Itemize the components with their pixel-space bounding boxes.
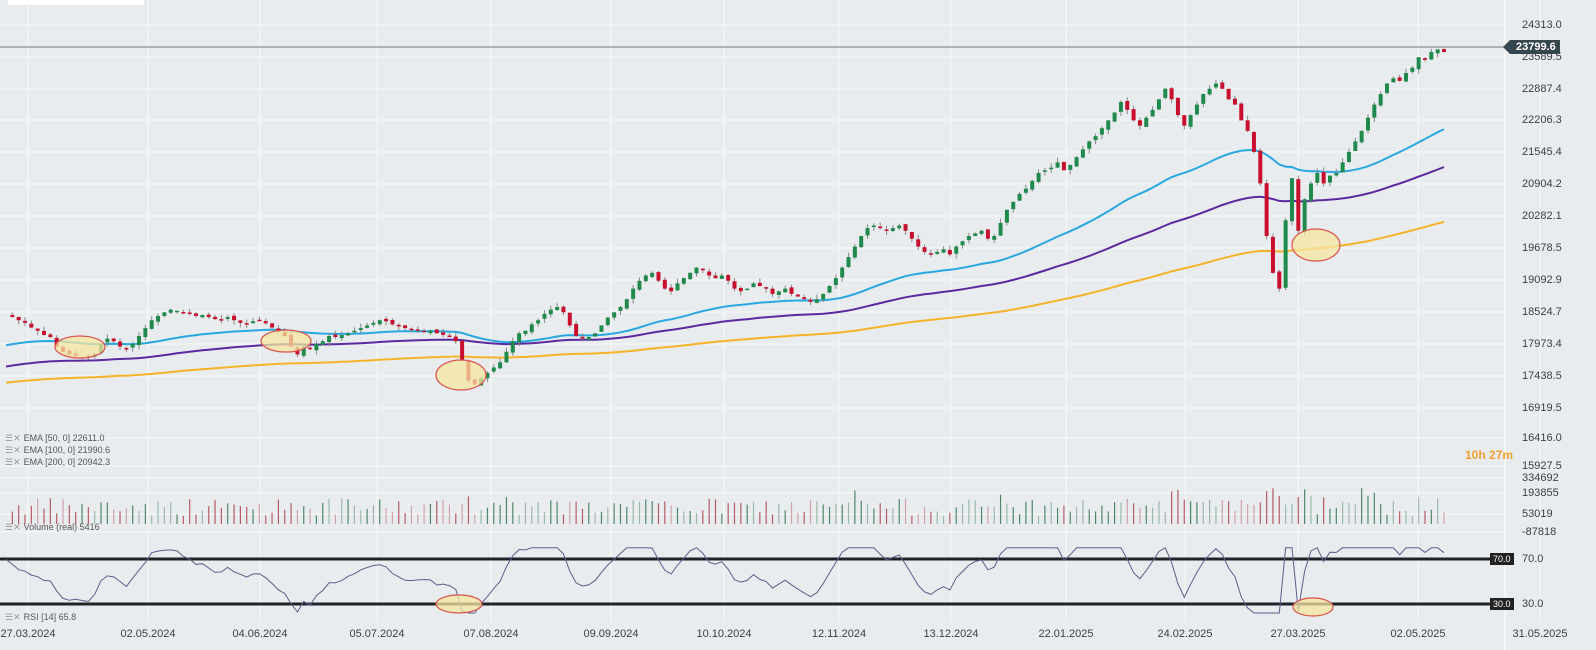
time-axis-label: 12.11.2024 — [811, 628, 867, 640]
settings-icon[interactable]: ☰✕ — [5, 433, 21, 443]
price-axis-label: 16416.0 — [1522, 432, 1562, 444]
highlight-ellipse — [435, 594, 483, 614]
ema200-line — [5, 220, 1445, 384]
highlight-ellipse — [54, 335, 106, 359]
ema100-legend[interactable]: ☰✕ EMA [100, 0] 21990.6 — [5, 445, 111, 455]
candle-countdown-timer: 10h 27m — [1465, 448, 1514, 462]
volume-axis-label: -87818 — [1522, 526, 1557, 538]
price-axis-label: 16919.5 — [1522, 402, 1562, 414]
last-price-tag: 23799.6 — [1503, 40, 1560, 54]
highlight-ellipse — [1292, 597, 1334, 617]
time-axis-label: 27.03.2024 — [0, 628, 56, 640]
price-axis-label: 18524.7 — [1522, 306, 1562, 318]
price-axis-label: 20282.1 — [1522, 210, 1562, 222]
price-axis-label: 17973.4 — [1522, 338, 1562, 350]
ema100-line — [5, 166, 1445, 368]
time-axis-label: 04.06.2024 — [232, 628, 288, 640]
volume-axis-label: 53019 — [1522, 508, 1553, 520]
time-axis-label: 10.10.2024 — [696, 628, 752, 640]
volume-axis-label: 193855 — [1522, 487, 1559, 499]
time-axis-label: 24.02.2025 — [1157, 628, 1213, 640]
time-axis-label: 05.07.2024 — [349, 628, 405, 640]
time-axis-label: 13.12.2024 — [923, 628, 979, 640]
ema200-legend[interactable]: ☰✕ EMA [200, 0] 20942.3 — [5, 457, 111, 467]
price-axis-label: 22887.4 — [1522, 83, 1562, 95]
time-axis-label: 02.05.2025 — [1390, 628, 1446, 640]
price-axis-label: 20904.2 — [1522, 178, 1562, 190]
settings-icon[interactable]: ☰✕ — [5, 457, 21, 467]
rsi-line — [5, 547, 1445, 614]
ema50-legend[interactable]: ☰✕ EMA [50, 0] 22611.0 — [5, 433, 105, 443]
price-axis-label: 19092.9 — [1522, 274, 1562, 286]
volume-legend[interactable]: ☰✕ Volume (real) 5416 — [5, 522, 100, 532]
rsi-30-tag: 30.0 — [1490, 598, 1514, 610]
ema50-line — [5, 128, 1445, 347]
time-axis-label: 31.05.2025 — [1512, 628, 1568, 640]
rsi-axis-30: 30.0 — [1522, 598, 1544, 610]
price-axis-label: 24313.0 — [1522, 19, 1562, 31]
rsi-axis-70: 70.0 — [1522, 553, 1544, 565]
price-axis-label: 17438.5 — [1522, 370, 1562, 382]
price-axis-label: 23589.5 — [1522, 51, 1562, 63]
price-axis-label: 15927.5 — [1522, 460, 1562, 472]
rsi-legend[interactable]: ☰✕ RSI [14] 65.8 — [5, 612, 77, 622]
time-axis-label: 22.01.2025 — [1038, 628, 1094, 640]
price-axis-label: 22206.3 — [1522, 114, 1562, 126]
time-axis-label: 07.08.2024 — [463, 628, 519, 640]
time-axis-label: 27.03.2025 — [1270, 628, 1326, 640]
time-axis-label: 09.09.2024 — [583, 628, 639, 640]
highlight-ellipse — [260, 329, 312, 353]
rsi-70-tag: 70.0 — [1490, 553, 1514, 565]
time-axis-label: 02.05.2024 — [120, 628, 176, 640]
highlight-ellipse — [435, 359, 487, 391]
top-toolbar-box — [8, 0, 144, 5]
settings-icon[interactable]: ☰✕ — [5, 612, 21, 622]
volume-axis-label: 334692 — [1522, 472, 1559, 484]
price-axis-label: 19678.5 — [1522, 242, 1562, 254]
highlight-ellipse — [1291, 228, 1341, 262]
settings-icon[interactable]: ☰✕ — [5, 522, 21, 532]
settings-icon[interactable]: ☰✕ — [5, 445, 21, 455]
price-axis-label: 21545.4 — [1522, 146, 1562, 158]
